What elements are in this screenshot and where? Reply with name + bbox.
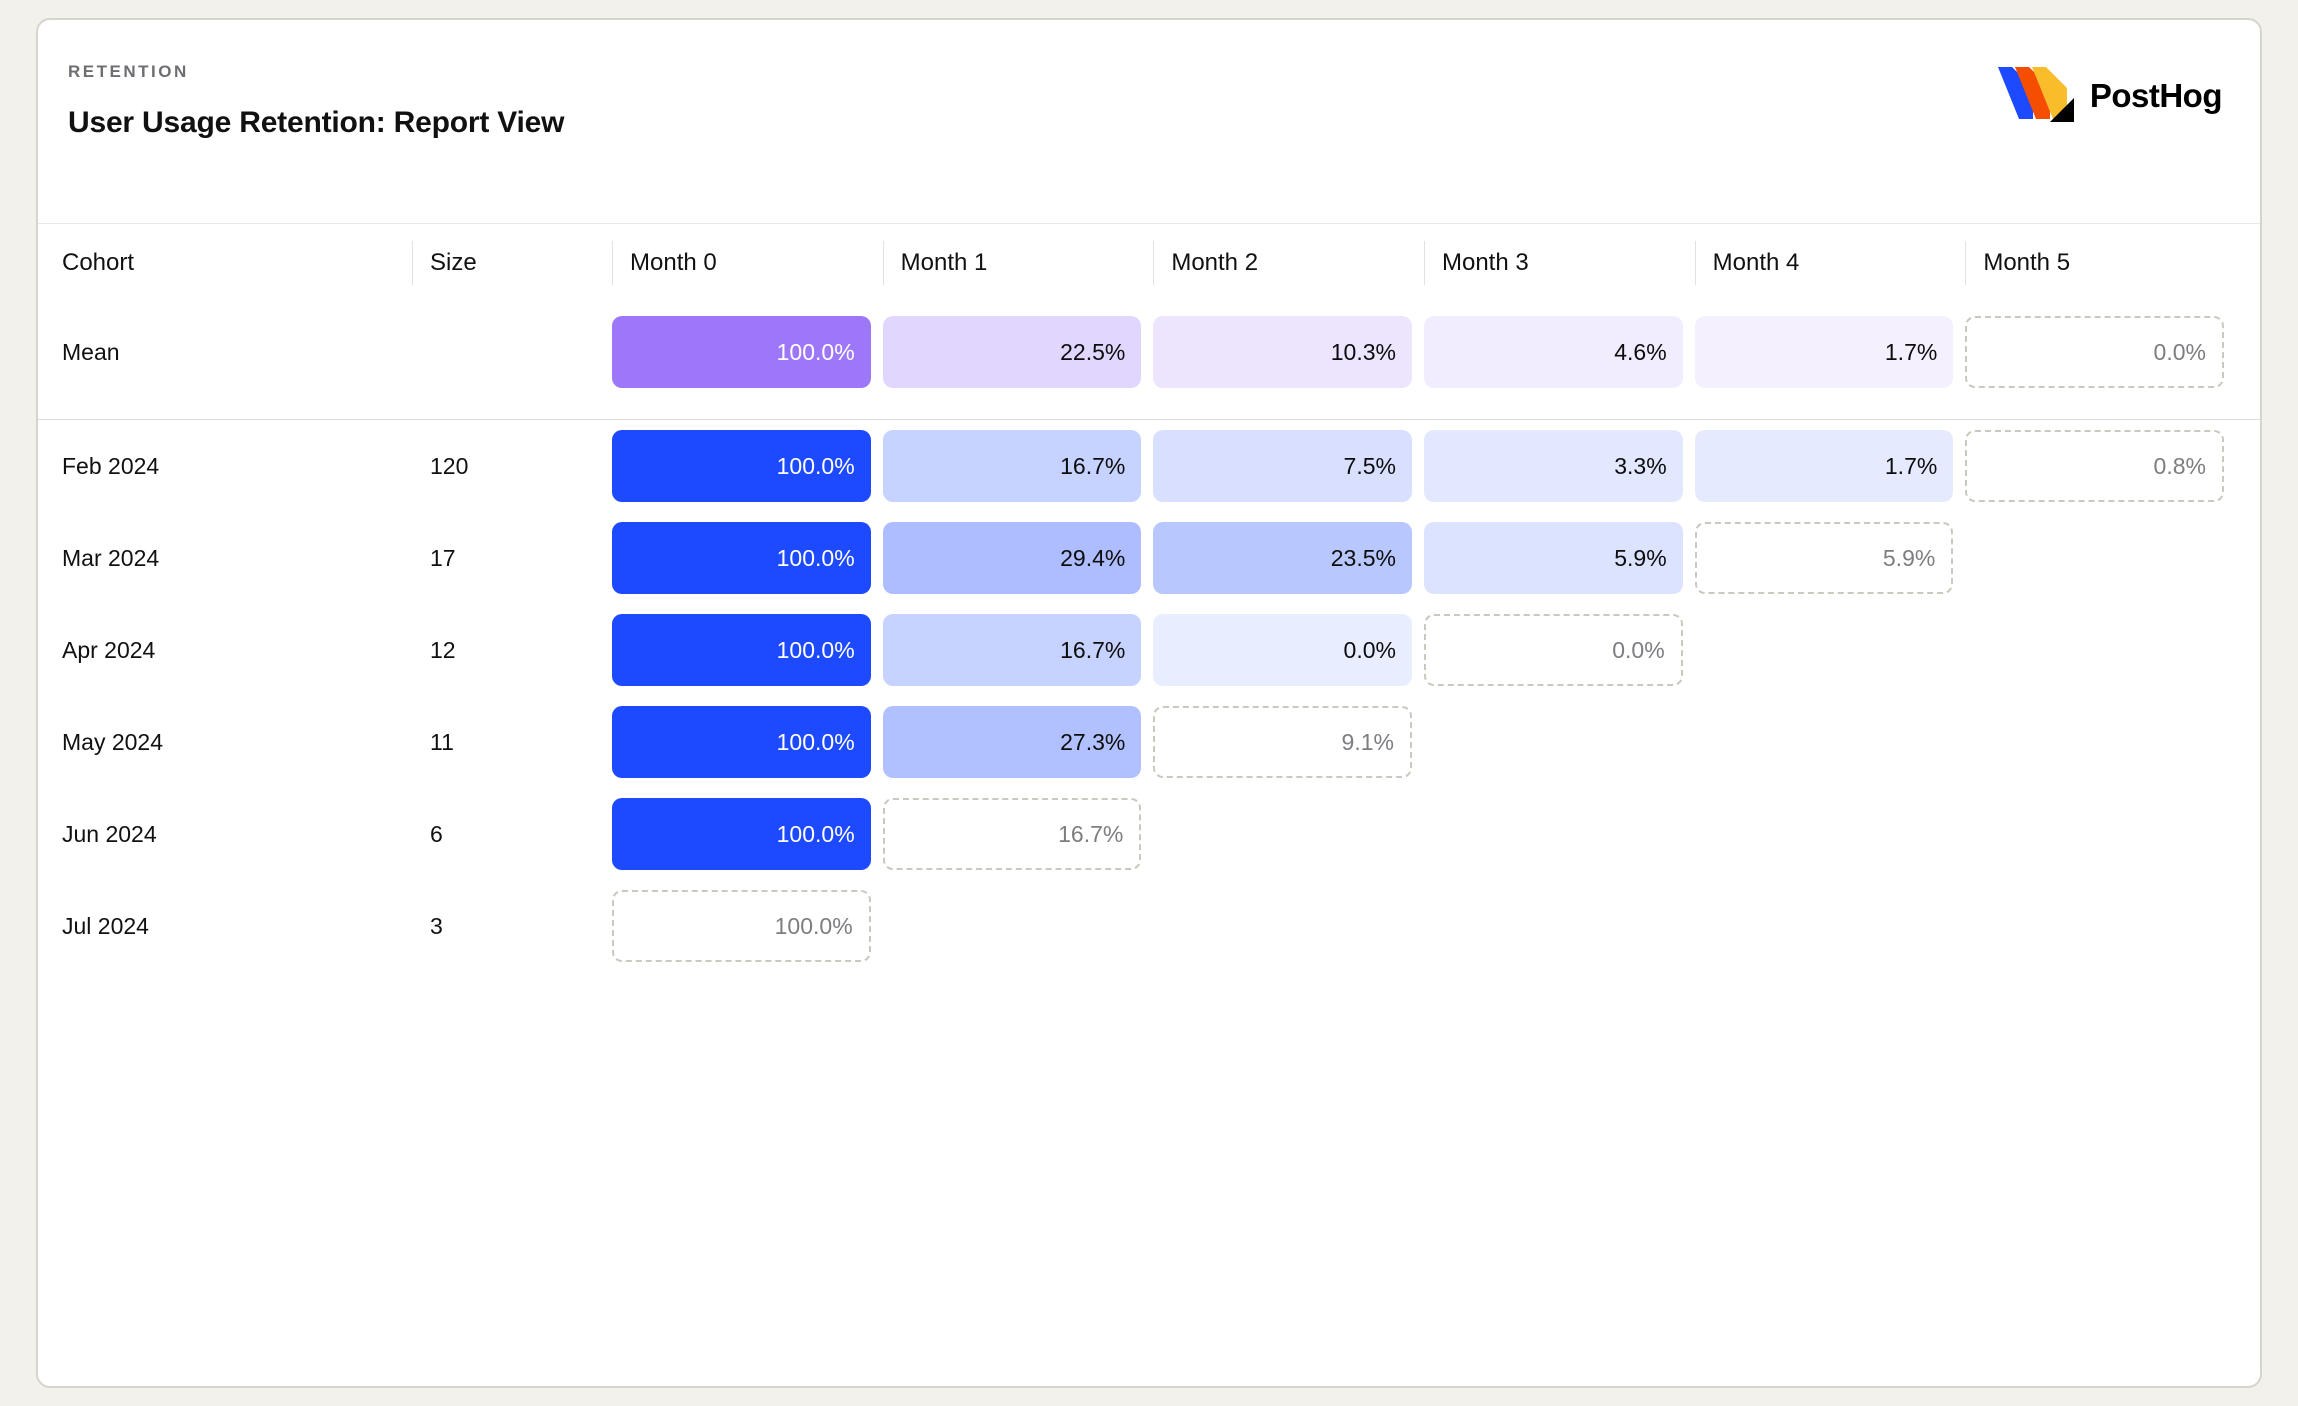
retention-row-feb-2024: Feb 2024 120 100.0% 16.7% 7.5% 3.3% 1.7% 0.8% [62, 420, 2236, 512]
page-title: User Usage Retention: Report View [68, 106, 565, 139]
column-header-month-0: Month 0 [612, 224, 883, 302]
posthog-logo-icon [1997, 67, 2074, 122]
cohort-label: Feb 2024 [62, 452, 160, 479]
retention-row-mar-2024: Mar 2024 17 100.0% 29.4% 23.5% 5.9% 5.9% [62, 512, 2236, 604]
report-type-label: RETENTION [68, 62, 189, 81]
retention-cell[interactable]: 100.0% [612, 522, 871, 594]
retention-cell[interactable]: 27.3% [882, 706, 1142, 778]
retention-cell[interactable]: 100.0% [612, 706, 871, 778]
column-header-month-5: Month 5 [1965, 224, 2236, 302]
retention-row-mean: Mean 100.0% 22.5% 10.3% 4.6% 1.7% 0.0% [62, 302, 2236, 402]
column-header-month-3: Month 3 [1423, 224, 1695, 302]
retention-cell[interactable]: 22.5% [882, 316, 1142, 388]
retention-cell[interactable]: 23.5% [1153, 522, 1412, 594]
retention-row-jul-2024: Jul 2024 3 100.0% [62, 880, 2236, 972]
retention-table-header: Cohort Size Month 0 Month 1 Month 2 Month 3 Mo… [62, 224, 2236, 302]
column-header-month-1: Month 1 [882, 224, 1154, 302]
retention-table-body: Mean 100.0% 22.5% 10.3% 4.6% 1.7% 0.0% Feb 2024… [38, 302, 2260, 972]
cohort-label: May 2024 [62, 728, 164, 755]
report-card: RETENTION User Usage Retention: Report V… [36, 18, 2262, 1388]
retention-cell[interactable]: 4.6% [1423, 316, 1683, 388]
column-header-size: Size [412, 224, 612, 302]
retention-cell[interactable]: 3.3% [1423, 430, 1683, 502]
cohort-label: Mean [62, 338, 120, 365]
retention-cell[interactable]: 100.0% [612, 890, 871, 962]
retention-cell[interactable]: 100.0% [612, 798, 871, 870]
retention-cell[interactable]: 1.7% [1694, 316, 1954, 388]
retention-cell[interactable]: 9.1% [1153, 706, 1412, 778]
cohort-label: Mar 2024 [62, 544, 160, 571]
retention-cell[interactable]: 16.7% [882, 430, 1142, 502]
retention-cell[interactable]: 16.7% [882, 614, 1142, 686]
cohort-size: 3 [430, 912, 443, 939]
cohort-size: 6 [430, 820, 443, 847]
retention-cell[interactable]: 5.9% [1694, 522, 1954, 594]
column-header-cohort: Cohort [62, 249, 135, 276]
report-header: RETENTION User Usage Retention: Report V… [38, 20, 2260, 224]
retention-cell[interactable]: 7.5% [1153, 430, 1412, 502]
retention-cell[interactable]: 100.0% [612, 430, 871, 502]
retention-cell[interactable]: 100.0% [612, 614, 871, 686]
retention-cell[interactable]: 16.7% [882, 798, 1142, 870]
cohort-size: 120 [430, 452, 469, 479]
posthog-wordmark: PostHog [2089, 77, 2223, 114]
retention-cell[interactable]: 100.0% [612, 316, 871, 388]
retention-row-jun-2024: Jun 2024 6 100.0% 16.7% [62, 788, 2236, 880]
retention-cell[interactable]: 10.3% [1153, 316, 1412, 388]
retention-row-may-2024: May 2024 11 100.0% 27.3% 9.1% [62, 696, 2236, 788]
retention-cell[interactable]: 0.0% [1965, 316, 2224, 388]
retention-table: Cohort Size Month 0 Month 1 Month 2 Month 3 Mo… [38, 224, 2260, 972]
cohort-label: Jun 2024 [62, 820, 157, 847]
retention-cell[interactable]: 1.7% [1694, 430, 1954, 502]
retention-row-apr-2024: Apr 2024 12 100.0% 16.7% 0.0% 0.0% [62, 604, 2236, 696]
column-header-month-4: Month 4 [1694, 224, 1966, 302]
column-header-month-2: Month 2 [1153, 224, 1424, 302]
cohort-label: Jul 2024 [62, 912, 149, 939]
mean-divider [38, 419, 2260, 420]
cohort-size: 12 [430, 636, 456, 663]
cohort-size: 11 [430, 728, 454, 755]
retention-cell[interactable]: 0.0% [1153, 614, 1412, 686]
cohort-label: Apr 2024 [62, 636, 156, 663]
posthog-logo: PostHog [1997, 66, 2223, 126]
retention-cell[interactable]: 0.0% [1423, 614, 1683, 686]
retention-cell[interactable]: 5.9% [1423, 522, 1683, 594]
cohort-size: 17 [430, 544, 456, 571]
retention-cell[interactable]: 0.8% [1965, 430, 2224, 502]
retention-cell[interactable]: 29.4% [882, 522, 1142, 594]
